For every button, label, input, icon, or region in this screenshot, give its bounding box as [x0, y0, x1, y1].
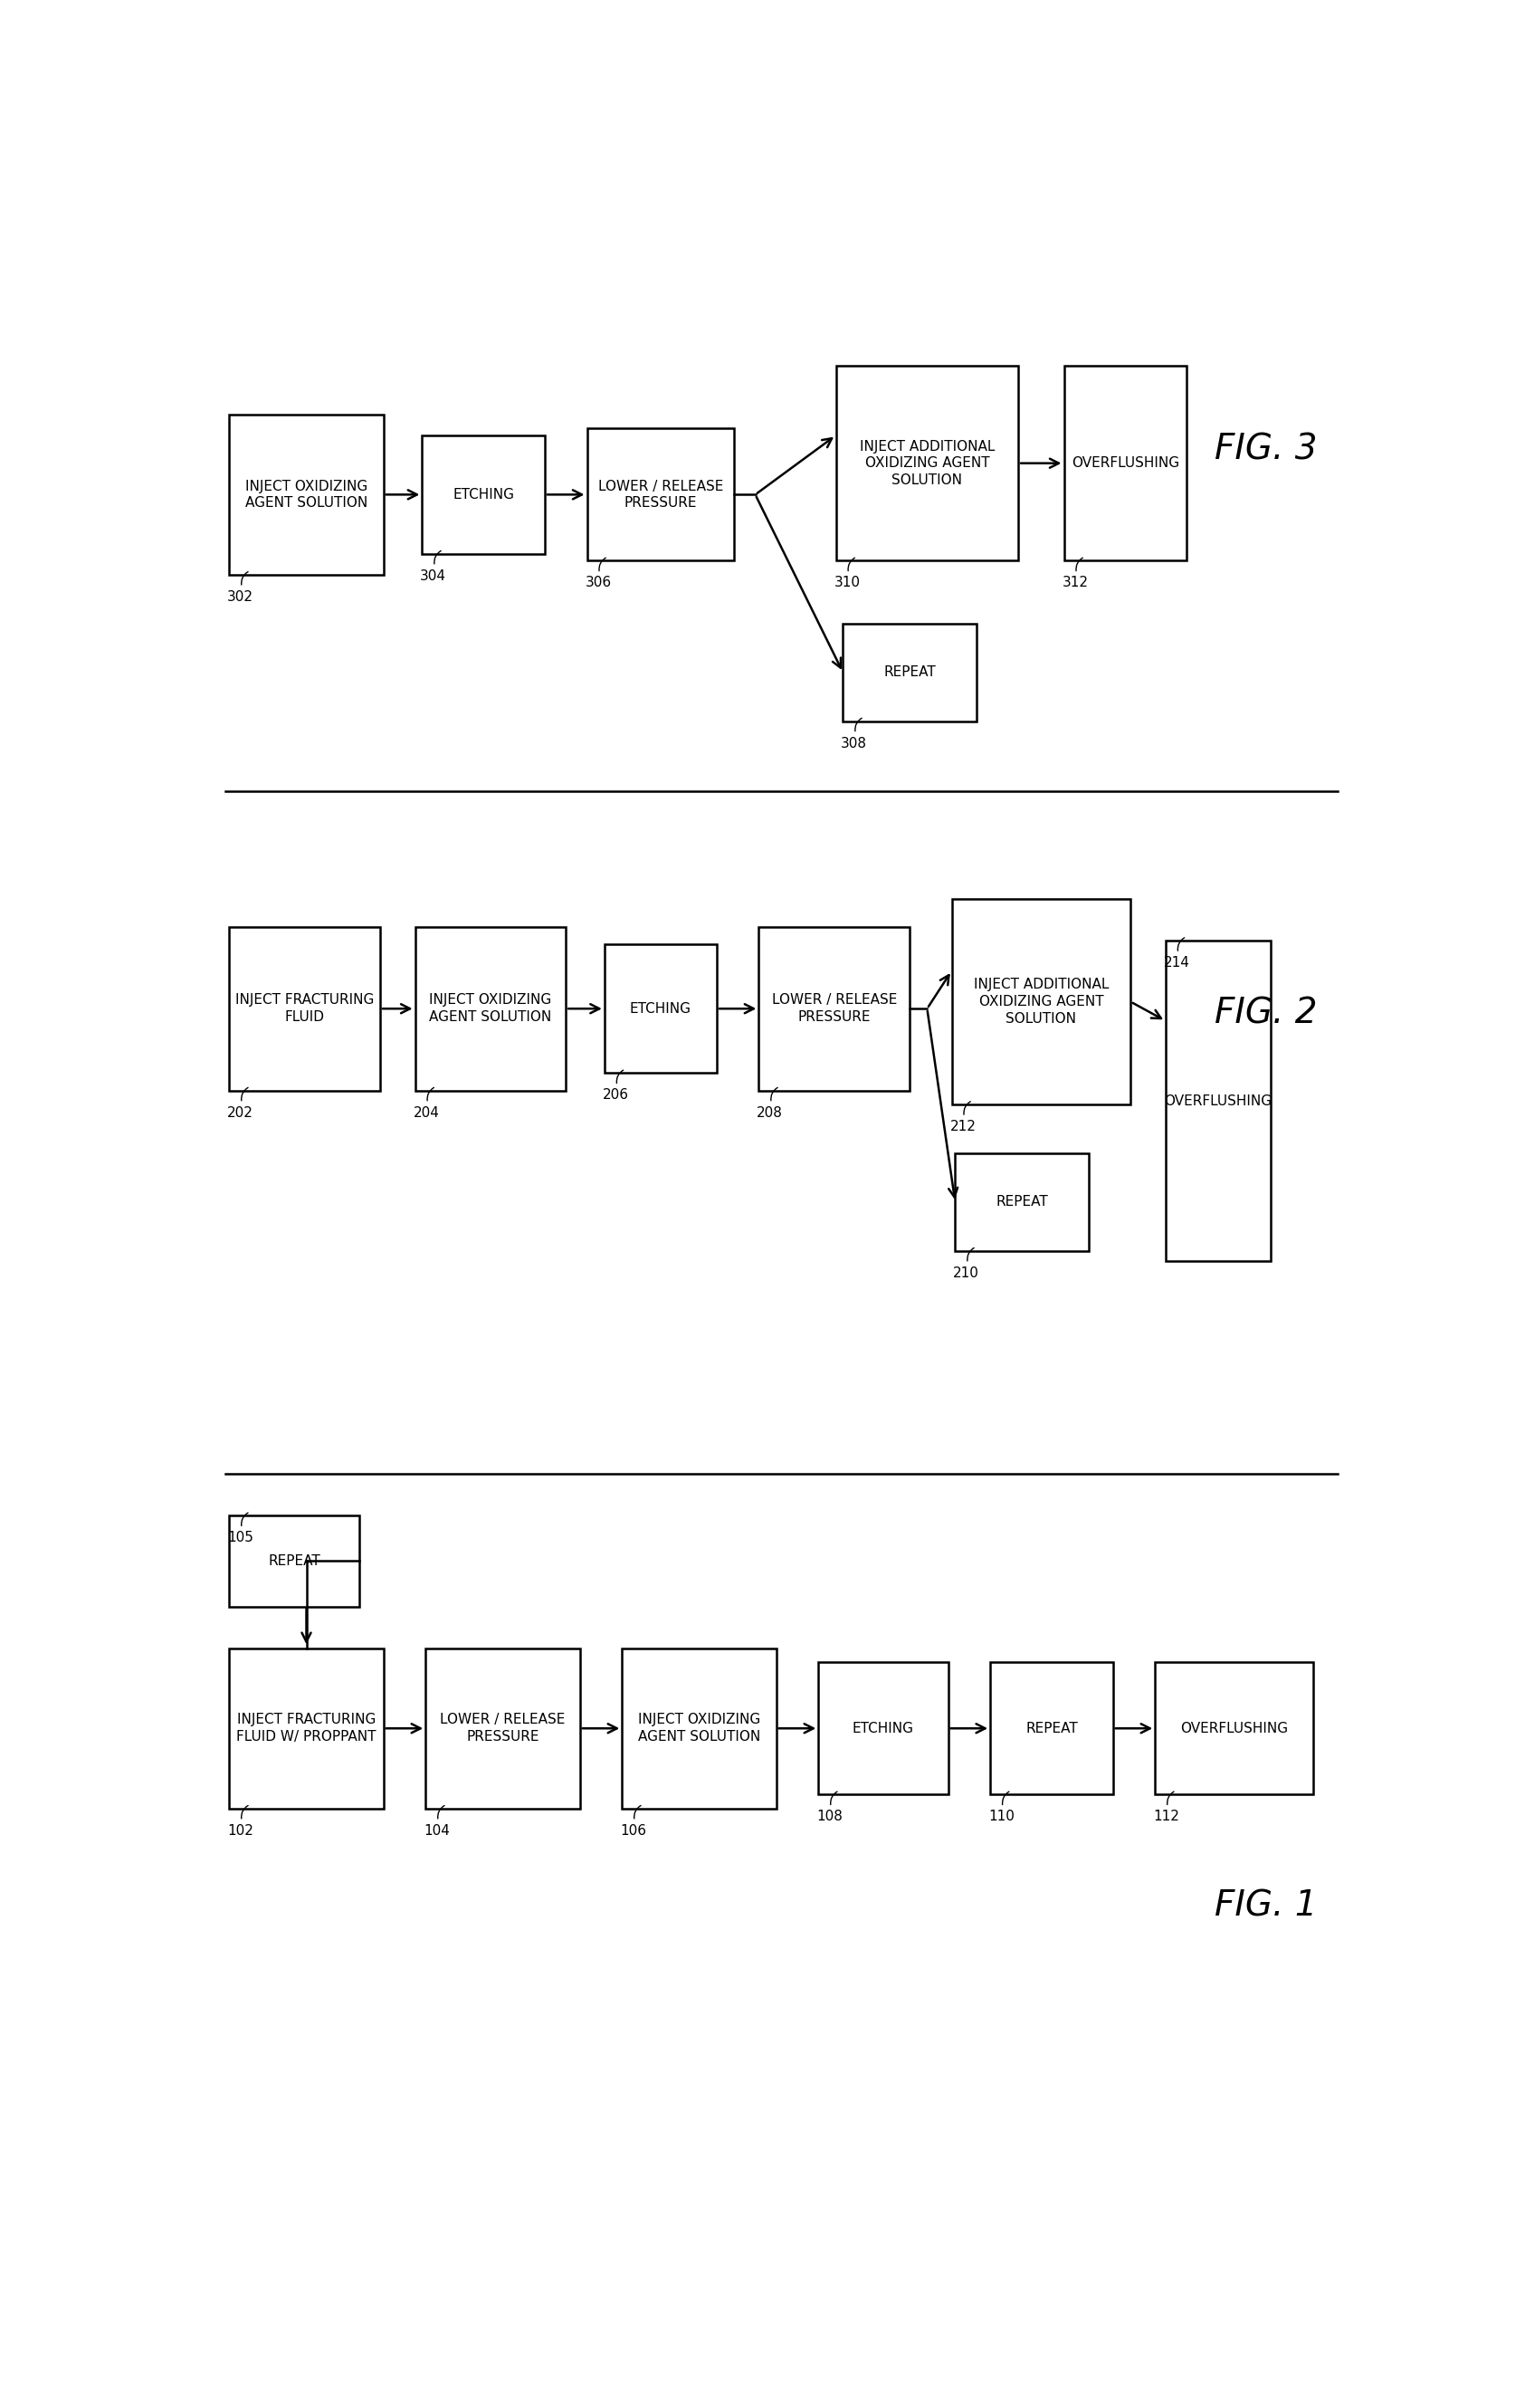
Bar: [425, 1647, 580, 1808]
Bar: [422, 436, 544, 554]
Bar: [229, 1647, 383, 1808]
Text: 214: 214: [1164, 956, 1190, 970]
Text: OVERFLUSHING: OVERFLUSHING: [1164, 1093, 1272, 1108]
Text: ETCHING: ETCHING: [453, 489, 514, 501]
Text: INJECT OXIDIZING
AGENT SOLUTION: INJECT OXIDIZING AGENT SOLUTION: [637, 1712, 761, 1743]
Bar: [1165, 942, 1270, 1262]
Text: OVERFLUSHING: OVERFLUSHING: [1072, 458, 1179, 470]
Bar: [229, 1515, 358, 1606]
Text: INJECT ADDITIONAL
OXIDIZING AGENT
SOLUTION: INJECT ADDITIONAL OXIDIZING AGENT SOLUTI…: [860, 441, 994, 486]
Text: 310: 310: [834, 576, 860, 590]
Text: 108: 108: [816, 1811, 843, 1823]
Text: LOWER / RELEASE
PRESSURE: LOWER / RELEASE PRESSURE: [772, 995, 897, 1023]
Bar: [843, 624, 976, 720]
Text: 106: 106: [621, 1823, 647, 1837]
Text: FIG. 1: FIG. 1: [1215, 1888, 1318, 1924]
Bar: [955, 1153, 1089, 1250]
Text: INJECT OXIDIZING
AGENT SOLUTION: INJECT OXIDIZING AGENT SOLUTION: [246, 479, 368, 510]
Text: INJECT FRACTURING
FLUID W/ PROPPANT: INJECT FRACTURING FLUID W/ PROPPANT: [236, 1712, 377, 1743]
Text: REPEAT: REPEAT: [996, 1194, 1048, 1209]
Text: OVERFLUSHING: OVERFLUSHING: [1180, 1722, 1289, 1736]
Bar: [229, 927, 380, 1091]
Text: 306: 306: [586, 576, 612, 590]
Bar: [587, 429, 734, 561]
Text: REPEAT: REPEAT: [883, 665, 936, 679]
Bar: [990, 1662, 1113, 1794]
Text: 304: 304: [421, 568, 447, 583]
Bar: [604, 944, 717, 1074]
Text: 105: 105: [227, 1531, 253, 1544]
Text: 202: 202: [227, 1105, 253, 1120]
Text: REPEAT: REPEAT: [1025, 1722, 1078, 1736]
Text: 110: 110: [988, 1811, 1014, 1823]
Text: INJECT ADDITIONAL
OXIDIZING AGENT
SOLUTION: INJECT ADDITIONAL OXIDIZING AGENT SOLUTI…: [973, 978, 1109, 1026]
Text: INJECT FRACTURING
FLUID: INJECT FRACTURING FLUID: [235, 995, 374, 1023]
Text: 104: 104: [424, 1823, 450, 1837]
Text: FIG. 2: FIG. 2: [1215, 997, 1318, 1031]
Bar: [759, 927, 909, 1091]
Text: 204: 204: [413, 1105, 439, 1120]
Text: ETCHING: ETCHING: [630, 1002, 691, 1016]
Text: 112: 112: [1153, 1811, 1179, 1823]
Bar: [622, 1647, 776, 1808]
Text: LOWER / RELEASE
PRESSURE: LOWER / RELEASE PRESSURE: [598, 479, 723, 510]
Text: REPEAT: REPEAT: [268, 1553, 320, 1568]
Text: 212: 212: [950, 1120, 976, 1134]
Text: 206: 206: [602, 1088, 628, 1103]
Text: LOWER / RELEASE
PRESSURE: LOWER / RELEASE PRESSURE: [441, 1712, 566, 1743]
Text: 312: 312: [1061, 576, 1089, 590]
Bar: [1154, 1662, 1313, 1794]
Bar: [1064, 366, 1186, 561]
Text: 210: 210: [953, 1267, 979, 1279]
Bar: [229, 414, 383, 576]
Text: 208: 208: [756, 1105, 782, 1120]
Bar: [415, 927, 566, 1091]
Text: FIG. 3: FIG. 3: [1215, 431, 1318, 467]
Bar: [836, 366, 1019, 561]
Bar: [819, 1662, 949, 1794]
Text: 308: 308: [840, 737, 868, 749]
Text: 102: 102: [227, 1823, 253, 1837]
Text: ETCHING: ETCHING: [852, 1722, 913, 1736]
Text: 302: 302: [227, 590, 253, 604]
Bar: [952, 898, 1130, 1105]
Text: INJECT OXIDIZING
AGENT SOLUTION: INJECT OXIDIZING AGENT SOLUTION: [429, 995, 552, 1023]
